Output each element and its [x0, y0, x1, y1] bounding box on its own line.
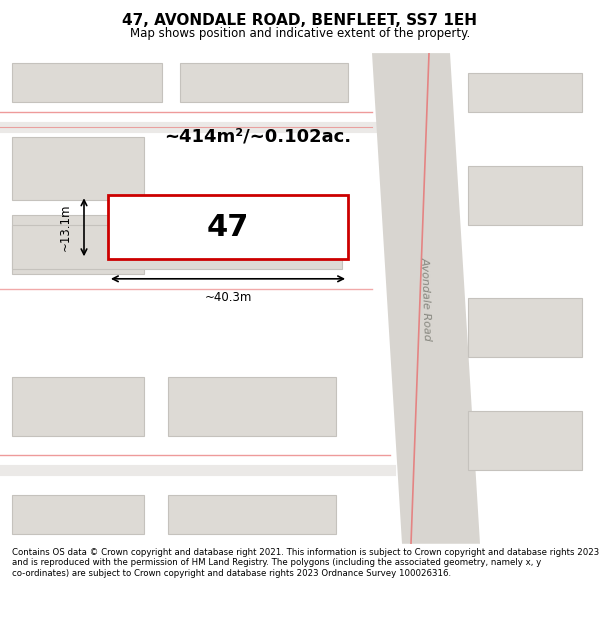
- Text: Avondale Road: Avondale Road: [419, 256, 433, 341]
- Bar: [108, 196, 348, 259]
- FancyBboxPatch shape: [12, 225, 342, 269]
- Text: ~40.3m: ~40.3m: [205, 291, 251, 304]
- FancyBboxPatch shape: [12, 495, 144, 534]
- FancyBboxPatch shape: [168, 377, 336, 436]
- Text: Contains OS data © Crown copyright and database right 2021. This information is : Contains OS data © Crown copyright and d…: [12, 548, 599, 578]
- FancyBboxPatch shape: [168, 495, 336, 534]
- FancyBboxPatch shape: [468, 72, 582, 112]
- Polygon shape: [372, 53, 480, 544]
- FancyBboxPatch shape: [468, 166, 582, 225]
- FancyBboxPatch shape: [12, 63, 162, 102]
- Text: 47: 47: [207, 213, 249, 242]
- FancyBboxPatch shape: [468, 298, 582, 358]
- Text: ~13.1m: ~13.1m: [59, 204, 72, 251]
- FancyBboxPatch shape: [180, 63, 348, 102]
- FancyBboxPatch shape: [12, 215, 144, 274]
- Text: ~414m²/~0.102ac.: ~414m²/~0.102ac.: [164, 127, 352, 146]
- FancyBboxPatch shape: [12, 136, 144, 200]
- FancyBboxPatch shape: [12, 377, 144, 436]
- FancyBboxPatch shape: [468, 411, 582, 470]
- Text: 47, AVONDALE ROAD, BENFLEET, SS7 1EH: 47, AVONDALE ROAD, BENFLEET, SS7 1EH: [122, 13, 478, 28]
- Text: Map shows position and indicative extent of the property.: Map shows position and indicative extent…: [130, 27, 470, 40]
